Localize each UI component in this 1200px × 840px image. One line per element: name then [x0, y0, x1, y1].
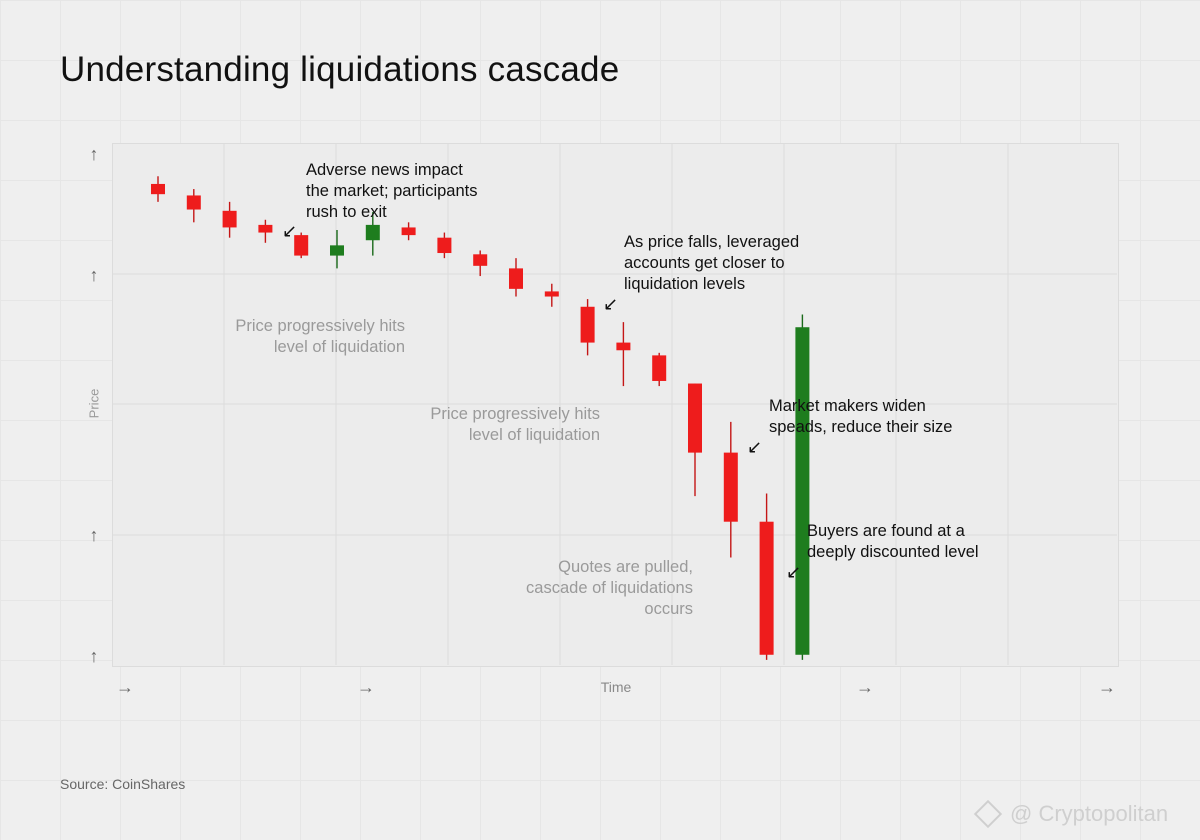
candle-12 [544, 283, 559, 307]
gridlines [112, 143, 1117, 665]
candle-8 [401, 222, 416, 241]
candle-body [401, 227, 416, 236]
candle-16 [688, 383, 702, 497]
pointer-arrow-icon: ↙ [603, 294, 619, 314]
candles [151, 176, 810, 660]
pointer-arrow-icon: ↙ [786, 562, 802, 582]
candle-7 [365, 212, 380, 256]
x-axis-arrow-icon: → [116, 677, 134, 697]
annotation-adverse-news: Adverse news impact the market; particip… [306, 161, 478, 221]
candle-body [544, 291, 559, 297]
y-axis-arrow-icon: ↑ [89, 144, 99, 164]
candle-3 [222, 201, 237, 238]
annotation-buyers-found: Buyers are found at a deeply discounted … [807, 522, 979, 561]
candle-body [365, 224, 380, 241]
candle-body [759, 521, 774, 655]
annotation-liquidation-2: Price progressively hits level of liquid… [430, 405, 600, 444]
candle-15 [652, 352, 667, 387]
candle-6 [330, 230, 344, 269]
diamond-logo-icon [973, 799, 1003, 829]
x-axis-arrow-icon: → [357, 677, 375, 697]
candle-body [186, 195, 201, 210]
candle-body [688, 383, 702, 453]
candle-1 [151, 176, 165, 202]
candle-body [580, 306, 595, 343]
x-axis-arrow-icon: → [1098, 677, 1116, 697]
x-axis-arrow-icon: → [856, 677, 874, 697]
candle-body [437, 237, 452, 254]
plot-area [112, 143, 1119, 667]
candle-13 [580, 299, 595, 356]
candle-body [294, 235, 309, 256]
annotation-market-makers: Market makers widen speads, reduce their… [769, 397, 953, 436]
annotation-quotes-pulled: Quotes are pulled, cascade of liquidatio… [526, 558, 693, 618]
candle-19 [795, 314, 810, 660]
candle-2 [186, 189, 201, 223]
candle-body [151, 183, 165, 195]
y-axis-arrow-icon: ↑ [89, 265, 99, 285]
x-axis-label: Time [600, 679, 632, 695]
candle-18 [759, 493, 774, 660]
candle-body [330, 245, 344, 256]
y-axis-arrow-icon: ↑ [89, 525, 99, 545]
candle-body [616, 342, 631, 351]
candle-body [723, 452, 738, 522]
candle-10 [473, 250, 488, 277]
candle-body [473, 254, 488, 266]
pointer-arrow-icon: ↙ [747, 437, 763, 457]
candle-17 [723, 421, 738, 558]
candle-body [222, 210, 237, 228]
watermark: @ Cryptopolitan [973, 799, 1169, 829]
candle-9 [437, 232, 452, 259]
candle-4 [258, 219, 273, 243]
candle-11 [509, 258, 523, 297]
y-axis-arrow-icon: ↑ [89, 646, 99, 666]
candle-14 [616, 322, 631, 387]
candle-5 [294, 232, 309, 259]
candle-body [652, 355, 667, 381]
watermark-text: @ Cryptopolitan [1010, 801, 1169, 826]
chart-title: Understanding liquidations cascade [60, 50, 620, 89]
source-note: Source: CoinShares [60, 776, 186, 792]
pointer-arrow-icon: ↙ [282, 221, 298, 241]
annotation-liquidation-1: Price progressively hits level of liquid… [235, 317, 405, 356]
candle-body [509, 268, 523, 289]
candle-body [258, 224, 273, 233]
candle-body [795, 327, 810, 655]
annotation-price-falls: As price falls, leveraged accounts get c… [624, 233, 800, 293]
